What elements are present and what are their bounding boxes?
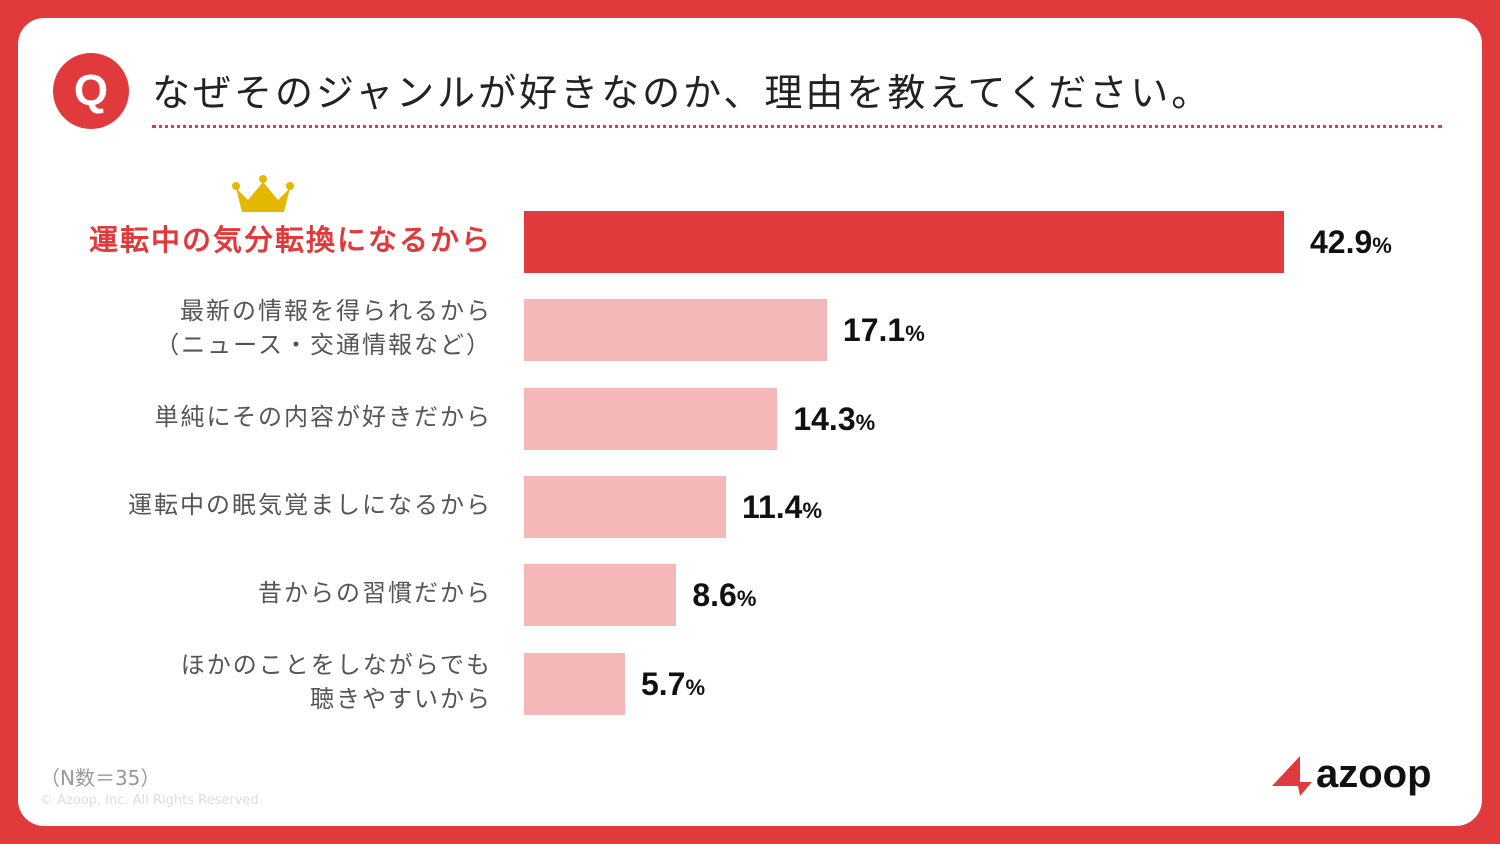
question-icon: Q	[53, 53, 129, 129]
page-title: なぜそのジャンルが好きなのか、理由を教えてください。	[152, 71, 1213, 115]
azoop-logo: azoop	[1270, 752, 1432, 797]
value-label: 5.7%	[641, 666, 705, 703]
value-label: 42.9%	[1310, 224, 1392, 261]
category-label-line: 運転中の気分転換になるから	[88, 223, 492, 257]
value-number: 11.4	[741, 489, 803, 525]
value-number: 5.7	[640, 666, 686, 702]
copyright: © Azoop, Inc. All Rights Reserved.	[40, 793, 263, 808]
value-label: 14.3%	[793, 401, 875, 438]
bar	[524, 299, 827, 361]
category-label: 最新の情報を得られるから （ニュース・交通情報など）	[155, 294, 492, 362]
category-label-line: 昔からの習慣だから	[258, 579, 492, 607]
category-label-line: 最新の情報を得られるから	[180, 297, 492, 325]
value-label: 17.1%	[843, 312, 925, 349]
category-label: 運転中の眠気覚ましになるから	[128, 488, 492, 522]
value-label: 11.4%	[742, 489, 822, 526]
value-number: 14.3	[793, 401, 856, 437]
logo-mark-icon	[1272, 755, 1312, 796]
category-label-line: 単純にその内容が好きだから	[154, 403, 492, 431]
value-unit: %	[802, 498, 823, 523]
category-label: ほかのことをしながらでも聴きやすいから	[181, 648, 492, 716]
value-unit: %	[736, 586, 757, 611]
category-label-line: 聴きやすいから	[310, 685, 492, 713]
bar	[524, 211, 1284, 273]
bar	[524, 388, 778, 450]
value-unit: %	[685, 675, 706, 700]
value-number: 42.9	[1310, 224, 1373, 260]
value-unit: %	[905, 321, 925, 346]
sample-size: （N数＝35）	[40, 766, 161, 790]
category-label-line: 運転中の眠気覚ましになるから	[128, 491, 492, 519]
bar	[524, 653, 625, 715]
category-label-line: ほかのことをしながらでも	[180, 651, 492, 679]
category-label: 運転中の気分転換になるから	[89, 223, 492, 257]
value-unit: %	[855, 410, 876, 435]
value-label: 8.6%	[692, 577, 756, 614]
category-label: 昔からの習慣だから	[258, 576, 492, 610]
value-unit: %	[1372, 233, 1392, 258]
value-number: 17.1	[842, 312, 906, 348]
value-number: 8.6	[692, 577, 737, 613]
bar	[524, 564, 677, 626]
category-label-line: （ニュース・交通情報など）	[155, 331, 492, 359]
category-label: 単純にその内容が好きだから	[154, 400, 492, 434]
bar	[524, 476, 726, 538]
divider	[152, 125, 1442, 128]
crown-icon	[232, 175, 294, 212]
